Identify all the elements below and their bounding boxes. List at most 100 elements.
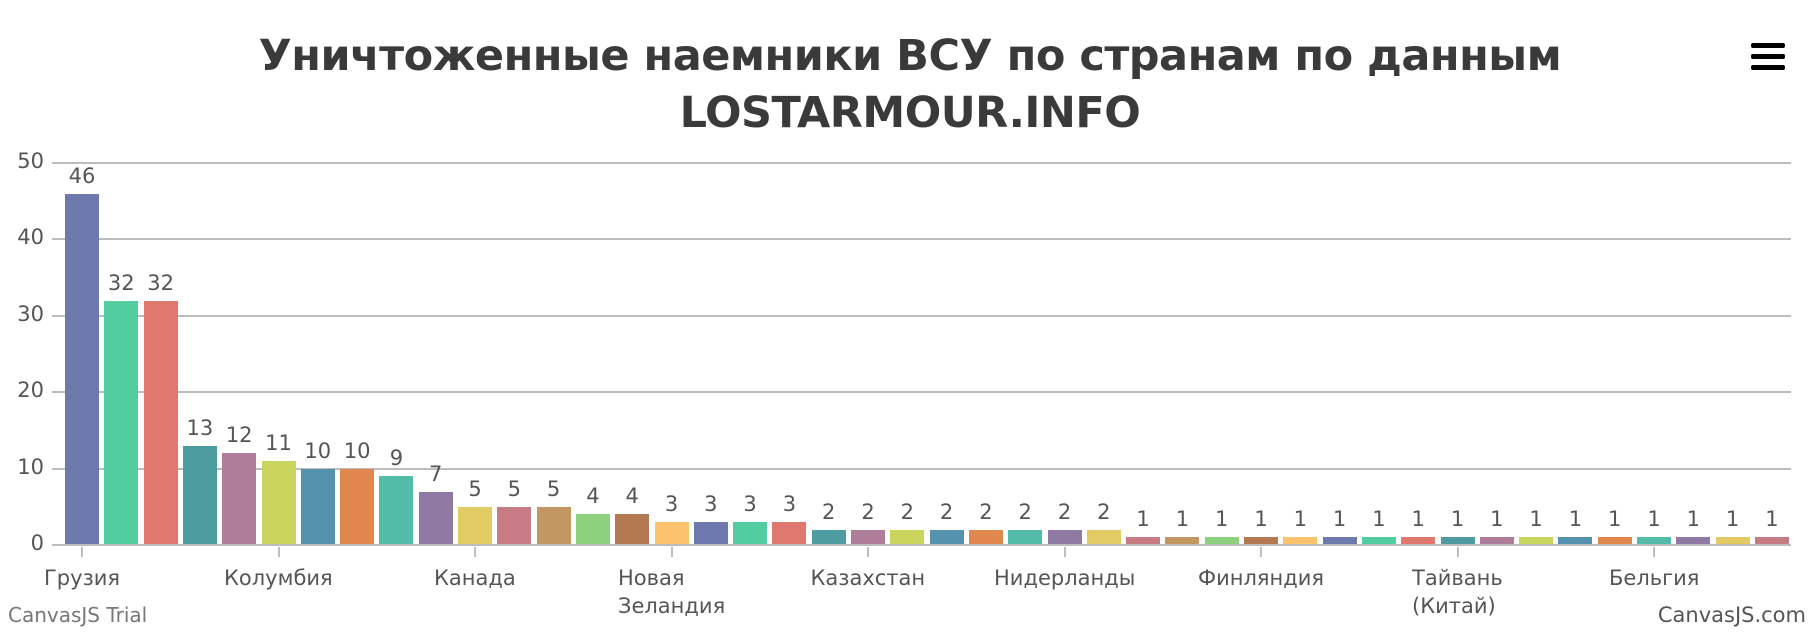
- bar[interactable]: [1558, 537, 1593, 545]
- bar-value-label: 12: [225, 423, 253, 448]
- bar-value-label: 4: [586, 484, 600, 509]
- bar[interactable]: [968, 529, 1003, 545]
- x-tick: [1063, 547, 1066, 557]
- x-tick-label: Нидерланды: [994, 566, 1136, 590]
- y-tick-label: 20: [17, 378, 44, 403]
- bar-value-label: 10: [343, 438, 371, 463]
- bar[interactable]: [1637, 537, 1671, 545]
- bar-value-label: 32: [107, 270, 135, 295]
- bar[interactable]: [615, 514, 650, 545]
- bar-value-label: 1: [1568, 507, 1583, 532]
- bar[interactable]: [497, 506, 532, 545]
- x-tick: [474, 547, 476, 557]
- chart-title-line-1: Уничтоженные наемники ВСУ по странам по …: [258, 31, 1562, 81]
- bar-value-label: 10: [304, 438, 332, 463]
- bar[interactable]: [1597, 537, 1632, 545]
- bar[interactable]: [143, 300, 178, 545]
- chart-menu-button[interactable]: [1748, 38, 1788, 74]
- x-tick-label: Тайвань (Китай): [1412, 566, 1503, 618]
- bar[interactable]: [182, 445, 217, 545]
- bar[interactable]: [1086, 529, 1121, 545]
- bar-value-label: 1: [1411, 507, 1425, 532]
- bar[interactable]: [1754, 537, 1789, 545]
- x-tick-label: Казахстан: [810, 566, 926, 590]
- bar[interactable]: [851, 529, 885, 545]
- bar-value-label: 5: [468, 476, 482, 501]
- bar[interactable]: [104, 300, 139, 545]
- gridline: [52, 314, 1791, 317]
- bar-value-label: 3: [704, 492, 718, 517]
- bar-value-label: 9: [389, 446, 404, 471]
- bar[interactable]: [1519, 537, 1554, 545]
- bar[interactable]: [1715, 537, 1750, 545]
- bar[interactable]: [418, 491, 453, 545]
- x-tick: [670, 547, 673, 557]
- bar[interactable]: [1322, 537, 1357, 545]
- bar-value-label: 1: [1686, 507, 1700, 532]
- bar-value-label: 1: [1372, 507, 1386, 532]
- canvasjs-credit-link[interactable]: CanvasJS.com: [1657, 603, 1806, 627]
- y-tick-label: 30: [17, 301, 44, 326]
- bar-value-label: 2: [900, 499, 914, 524]
- bar[interactable]: [1361, 537, 1396, 545]
- x-tick: [867, 547, 869, 557]
- bar[interactable]: [1126, 537, 1161, 545]
- gridline: [52, 238, 1791, 241]
- x-tick-label: Новая Зеландия: [618, 566, 726, 618]
- bar-value-label: 1: [1136, 507, 1150, 532]
- bar-value-label: 5: [507, 476, 521, 501]
- x-tick-label: Канада: [434, 566, 516, 590]
- bar-value-label: 1: [1215, 507, 1229, 532]
- bar[interactable]: [1244, 537, 1278, 545]
- y-tick-label: 40: [17, 225, 44, 250]
- bar[interactable]: [1165, 537, 1200, 545]
- bar[interactable]: [261, 460, 296, 545]
- bar[interactable]: [1204, 537, 1239, 545]
- bar[interactable]: [733, 522, 768, 545]
- bar[interactable]: [654, 522, 689, 545]
- bar[interactable]: [1676, 537, 1711, 545]
- bar[interactable]: [340, 468, 375, 545]
- bar[interactable]: [379, 476, 414, 545]
- bar-value-label: 2: [822, 499, 836, 524]
- x-tick-label: Финляндия: [1198, 566, 1325, 590]
- bar[interactable]: [458, 506, 492, 545]
- bar-value-label: 1: [1175, 507, 1190, 532]
- bar[interactable]: [890, 529, 925, 545]
- x-tick-label: Колумбия: [224, 566, 333, 590]
- bar[interactable]: [1401, 537, 1436, 545]
- bar-value-label: 11: [265, 430, 292, 455]
- bar-value-label: 1: [1450, 507, 1465, 532]
- x-tick-label: Грузия: [44, 566, 121, 590]
- bar[interactable]: [772, 522, 807, 545]
- bar-value-label: 13: [186, 415, 214, 440]
- bar[interactable]: [811, 529, 846, 545]
- bar-value-label: 2: [1057, 499, 1072, 524]
- bar[interactable]: [222, 453, 257, 545]
- bar[interactable]: [65, 193, 99, 545]
- bar[interactable]: [575, 514, 610, 545]
- bar[interactable]: [1440, 537, 1475, 545]
- bar[interactable]: [1479, 537, 1514, 545]
- bar[interactable]: [300, 468, 335, 545]
- x-tick-label: Бельгия: [1609, 566, 1700, 590]
- bar[interactable]: [1283, 537, 1318, 545]
- bar-value-label: 46: [68, 163, 96, 188]
- x-tick: [1653, 547, 1655, 557]
- x-tick: [81, 547, 83, 557]
- bar-value-label: 3: [743, 492, 757, 517]
- bar[interactable]: [536, 506, 571, 545]
- bar-value-label: 1: [1529, 507, 1543, 532]
- bar-value-label: 1: [1490, 507, 1504, 532]
- bar-value-label: 1: [1647, 507, 1661, 532]
- bar[interactable]: [693, 522, 728, 545]
- gridline: [52, 162, 1791, 164]
- bar[interactable]: [1008, 529, 1043, 545]
- bar[interactable]: [929, 529, 964, 545]
- bar-value-label: 1: [1765, 507, 1779, 532]
- bar[interactable]: [1047, 529, 1082, 545]
- bar-value-label: 1: [1293, 507, 1307, 532]
- x-tick: [1260, 547, 1262, 557]
- y-tick-label: 50: [17, 149, 44, 173]
- bar-value-label: 2: [979, 499, 993, 524]
